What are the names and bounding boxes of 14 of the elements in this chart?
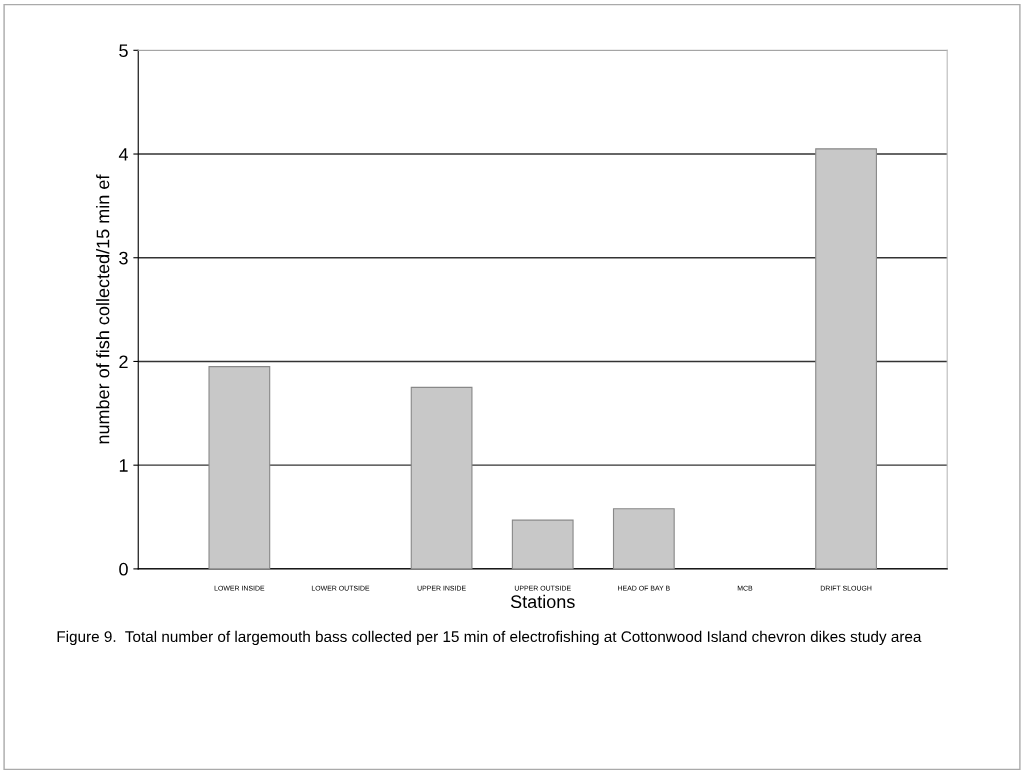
bar <box>208 366 271 569</box>
y-tick-label: 5 <box>119 44 128 58</box>
bar <box>612 508 675 569</box>
y-axis-title: number of fish collected/15 min ef <box>96 174 110 444</box>
caption: Figure 9. Total number of largemouth bass collected per 15 min of electrofishing at Cottonwood Island chevron dikes study area <box>57 630 922 646</box>
bar <box>511 519 574 569</box>
y-tick-label: 0 <box>119 562 128 576</box>
y-tick-label: 3 <box>119 251 128 265</box>
y-tick-label: 4 <box>118 148 128 161</box>
bar <box>410 386 473 569</box>
bar <box>815 148 877 569</box>
y-tick-label: 2 <box>119 355 128 368</box>
x-axis-title: Stations <box>510 594 575 609</box>
y-tick-label: 1 <box>119 459 128 472</box>
